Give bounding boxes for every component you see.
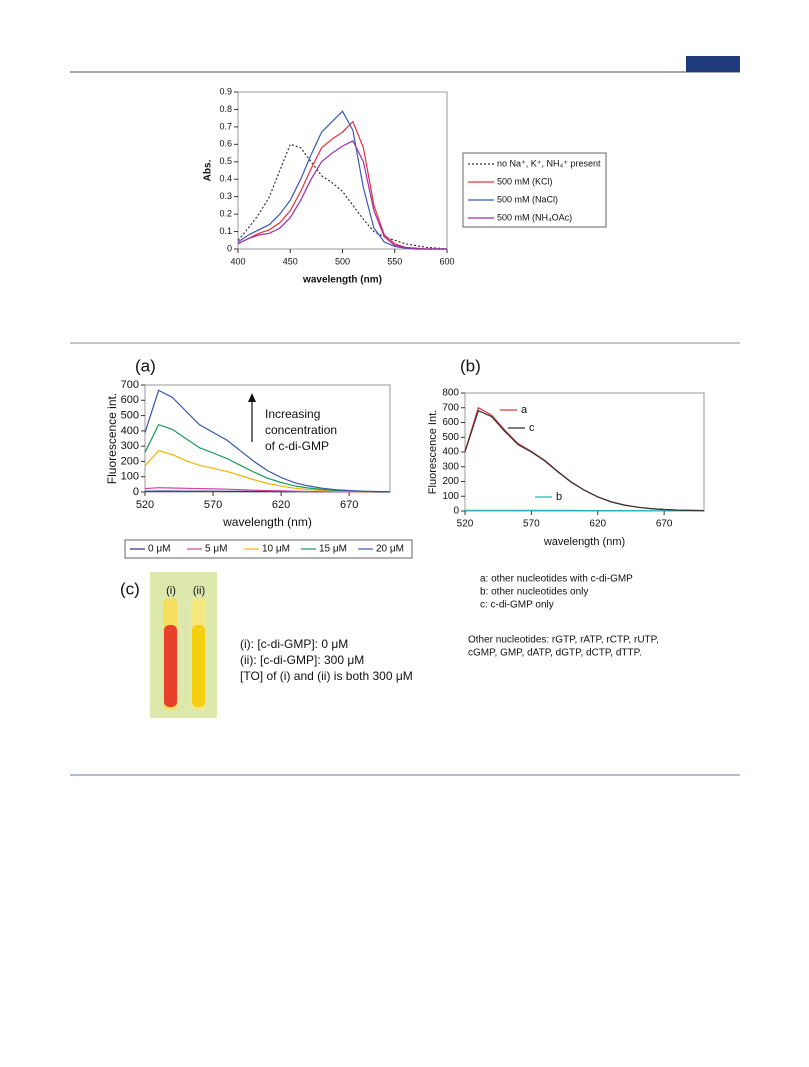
y-tick-label: 0.1	[219, 226, 232, 236]
y-tick-label: 0	[133, 486, 139, 498]
x-axis-label: wavelength (nm)	[222, 515, 312, 529]
x-tick-label: 600	[439, 256, 454, 266]
legend-label: no Na⁺, K⁺, NH₄⁺ present	[497, 158, 601, 168]
tube-label: (ii)	[193, 585, 205, 597]
legend-label: 5 μM	[205, 544, 227, 555]
y-axis-label: Fluorescence Int.	[427, 410, 439, 494]
note: b: other nucleotides only	[480, 587, 588, 598]
y-tick-label: 0.4	[219, 174, 232, 184]
annotation-arrowhead	[248, 393, 256, 402]
y-tick-label: 0	[227, 243, 232, 253]
data-line	[464, 406, 705, 512]
x-tick-label: 520	[457, 519, 474, 530]
legend-label: b	[556, 491, 562, 503]
y-tick-label: 0.8	[219, 104, 232, 114]
x-tick-label: 500	[335, 256, 350, 266]
y-tick-label: 500	[442, 432, 459, 443]
x-tick-label: 670	[340, 499, 358, 511]
legend-label: a	[521, 404, 528, 416]
panel-c-text: [TO] of (i) and (ii) is both 300 μM	[240, 669, 413, 683]
y-tick-label: 400	[442, 447, 459, 458]
x-tick-label: 520	[136, 499, 154, 511]
y-tick-label: 700	[442, 402, 459, 413]
y-tick-label: 400	[121, 425, 139, 437]
y-tick-label: 500	[121, 409, 139, 421]
x-tick-label: 670	[656, 519, 673, 530]
y-tick-label: 200	[442, 476, 459, 487]
y-tick-label: 800	[442, 388, 459, 399]
y-tick-label: 700	[121, 379, 139, 391]
annotation: of c-di-GMP	[265, 439, 329, 453]
y-tick-label: 300	[121, 440, 139, 452]
legend-label: 500 mM (NH₄OAc)	[497, 212, 572, 222]
tube-i-liquid	[164, 625, 177, 707]
annotation: concentration	[265, 423, 337, 437]
note: a: other nucleotides with c-di-GMP	[480, 574, 633, 585]
note: c: c-di-GMP only	[480, 600, 554, 611]
panel-label: (a)	[135, 356, 156, 375]
data-line	[464, 409, 705, 512]
legend-label: 500 mM (NaCl)	[497, 194, 558, 204]
photo	[150, 572, 217, 718]
y-tick-label: 600	[121, 394, 139, 406]
legend-label: 0 μM	[148, 544, 170, 555]
tube-ii-liquid	[192, 625, 205, 707]
legend-label: c	[529, 422, 535, 434]
x-tick-label: 620	[589, 519, 606, 530]
y-tick-label: 0.7	[219, 121, 232, 131]
legend-box	[462, 152, 607, 228]
legend-label: 15 μM	[319, 544, 347, 555]
y-tick-label: 300	[442, 461, 459, 472]
y-tick-label: 200	[121, 455, 139, 467]
panel-c-text: (i): [c-di-GMP]: 0 μM	[240, 637, 348, 651]
legend-label: 500 mM (KCl)	[497, 176, 553, 186]
x-tick-label: 450	[283, 256, 298, 266]
legend-label: 10 μM	[262, 544, 290, 555]
data-line	[237, 139, 447, 250]
x-axis-label: wavelength (nm)	[302, 275, 382, 286]
y-axis-label: Fluorescence int.	[105, 393, 119, 484]
legend-box	[124, 539, 413, 559]
x-tick-label: 400	[230, 256, 245, 266]
panel-label: (c)	[120, 579, 140, 598]
y-tick-label: 100	[121, 471, 139, 483]
x-tick-label: 620	[272, 499, 290, 511]
tube-label: (i)	[166, 585, 176, 597]
x-tick-label: 570	[523, 519, 540, 530]
plot-frame	[464, 392, 705, 512]
header-box	[686, 56, 740, 72]
y-axis-label: Abs.	[203, 159, 214, 181]
x-axis-label: wavelength (nm)	[543, 536, 625, 548]
other-nucleotides: Other nucleotides: rGTP, rATP, rCTP, rUT…	[468, 635, 659, 646]
annotation: Increasing	[265, 407, 320, 421]
y-tick-label: 100	[442, 491, 459, 502]
y-tick-label: 0.9	[219, 86, 232, 96]
legend-label: 20 μM	[376, 544, 404, 555]
y-tick-label: 0.3	[219, 191, 232, 201]
x-tick-label: 570	[204, 499, 222, 511]
y-tick-label: 600	[442, 417, 459, 428]
y-tick-label: 0.6	[219, 139, 232, 149]
y-tick-label: 0.5	[219, 156, 232, 166]
data-line	[237, 120, 447, 250]
panel-label: (b)	[460, 356, 481, 375]
y-tick-label: 0.2	[219, 208, 232, 218]
y-tick-label: 0	[453, 506, 459, 517]
panel-c-text: (ii): [c-di-GMP]: 300 μM	[240, 653, 364, 667]
plot-frame	[237, 91, 448, 250]
other-nucleotides: cGMP, GMP, dATP, dGTP, dCTP, dTTP.	[468, 648, 642, 659]
x-tick-label: 550	[387, 256, 402, 266]
data-line	[144, 389, 391, 493]
